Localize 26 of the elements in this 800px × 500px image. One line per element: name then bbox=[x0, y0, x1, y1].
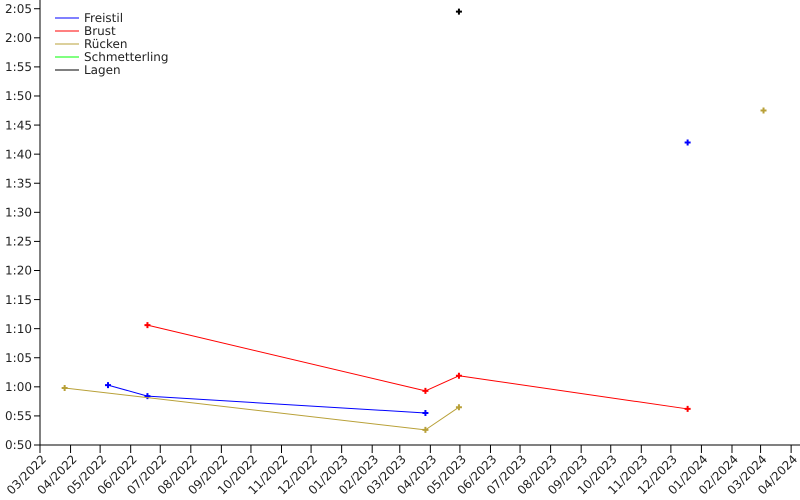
legend-label: Lagen bbox=[84, 63, 121, 78]
point bbox=[454, 372, 463, 380]
y-tick-label: 0:50 bbox=[5, 438, 32, 452]
point bbox=[143, 392, 152, 400]
y-tick-label: 1:35 bbox=[5, 176, 32, 190]
y-tick-label: 2:00 bbox=[5, 31, 32, 46]
point bbox=[454, 8, 463, 16]
legend-label: Rücken bbox=[84, 37, 128, 52]
legend-label: Brust bbox=[84, 24, 116, 38]
y-tick-label: 1:40 bbox=[5, 147, 32, 162]
y-tick-label: 1:00 bbox=[5, 380, 32, 394]
point bbox=[421, 426, 430, 434]
y-tick-label: 1:45 bbox=[5, 118, 32, 132]
legend-label: Freistil bbox=[84, 11, 124, 26]
y-tick-label: 1:05 bbox=[5, 350, 32, 365]
legend-label: Schmetterling bbox=[84, 50, 169, 64]
y-tick-label: 1:20 bbox=[5, 264, 32, 278]
y-tick-label: 1:25 bbox=[5, 234, 32, 249]
y-tick-label: 2:05 bbox=[5, 2, 32, 16]
y-tick-label: 1:15 bbox=[5, 292, 32, 307]
y-tick-label: 1:50 bbox=[5, 89, 32, 104]
y-tick-label: 0:55 bbox=[5, 409, 32, 424]
point bbox=[421, 386, 430, 395]
y-tick-label: 1:30 bbox=[5, 206, 32, 220]
y-tick-label: 1:10 bbox=[5, 322, 32, 336]
y-tick-label: 1:55 bbox=[5, 60, 32, 74]
